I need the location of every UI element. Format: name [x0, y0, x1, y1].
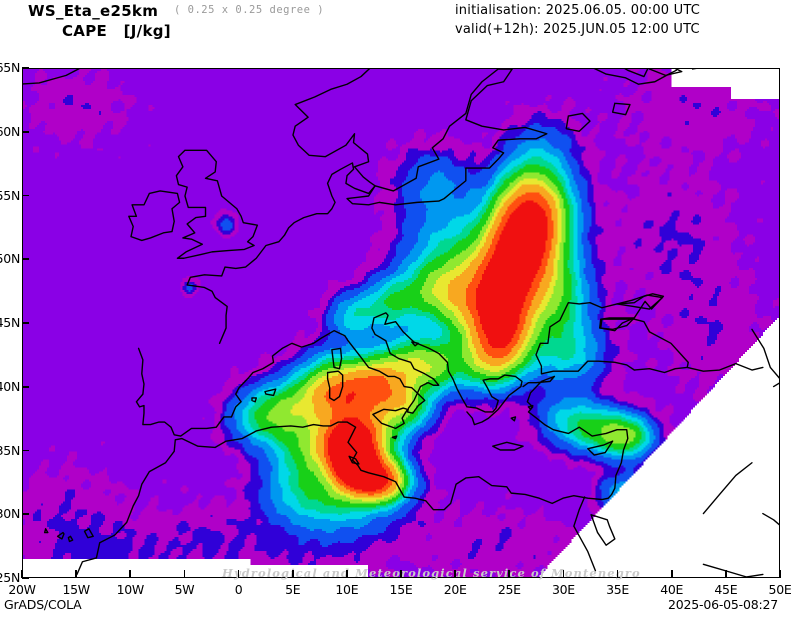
latitude-tick-mark: [22, 194, 29, 197]
latitude-tick-mark: [22, 67, 29, 69]
coastline-path: [83, 528, 94, 539]
initialisation-time: initialisation: 2025.06.05. 00:00 UTC: [455, 3, 700, 18]
coastline-path: [527, 404, 534, 411]
coastline-path: [331, 347, 343, 370]
coastline-path: [346, 69, 548, 206]
latitude-tick-label: 25N: [0, 570, 20, 585]
coastline-path: [565, 112, 591, 132]
longitude-tick-label: 0: [234, 582, 243, 597]
coastline-path: [56, 531, 65, 540]
coastline-path: [686, 362, 764, 372]
longitude-tick-mark: [183, 570, 186, 578]
latitude-tick-mark: [22, 385, 29, 388]
longitude-tick-mark: [562, 570, 565, 578]
coastline-path: [76, 375, 629, 576]
latitude-tick-label: 65N: [0, 60, 20, 75]
longitude-tick-mark: [670, 570, 673, 578]
longitude-tick-label: 25E: [497, 582, 521, 597]
coastline-path: [762, 512, 779, 526]
longitude-tick-label: 10W: [116, 582, 145, 597]
coastline-path: [510, 416, 517, 422]
coastline-path: [535, 293, 689, 375]
longitude-tick-mark: [237, 570, 240, 578]
coastline-path: [616, 294, 664, 310]
longitude-tick-label: 40E: [660, 582, 684, 597]
longitude-tick-mark: [291, 570, 294, 578]
longitude-tick-mark: [400, 570, 402, 578]
longitude-tick-mark: [779, 570, 781, 578]
latitude-tick-label: 60N: [0, 123, 20, 139]
coastline-path: [251, 397, 257, 403]
variable-name: CAPE [J/kg]: [62, 22, 171, 40]
latitude-tick-mark: [22, 258, 29, 261]
latitude-tick-mark: [22, 130, 29, 133]
coastline-path: [751, 328, 779, 388]
longitude-tick-label: 45E: [714, 582, 738, 597]
latitude-tick-mark: [22, 449, 29, 452]
coastline-path: [264, 388, 277, 397]
longitude-tick-mark: [346, 570, 348, 578]
longitude-tick-label: 15E: [389, 582, 413, 597]
longitude-tick-label: 50E: [768, 582, 792, 597]
coastline-path: [702, 462, 753, 515]
coastline-path: [590, 514, 616, 546]
coastline-path: [175, 149, 259, 259]
valid-time: valid(+12h): 2025.JUN.05 12:00 UTC: [455, 22, 700, 37]
coastline-path: [372, 407, 409, 430]
coastline-path: [573, 496, 597, 572]
longitude-tick-mark: [129, 570, 132, 578]
longitude-tick-label: 20E: [443, 582, 467, 597]
coastline-path: [128, 190, 181, 242]
render-timestamp: 2025-06-05-08:27: [668, 597, 778, 612]
coastline-path: [702, 563, 764, 577]
longitude-tick-mark: [75, 570, 77, 578]
coastline-path: [411, 341, 419, 347]
coastline-path: [648, 69, 683, 77]
latitude-tick-label: 30N: [0, 506, 20, 522]
coastline-path: [348, 455, 360, 465]
longitude-tick-mark: [616, 570, 619, 578]
latitude-tick-label: 55N: [0, 187, 20, 203]
coastline-overlay: [23, 69, 779, 577]
model-name: WS_Eta_e25km: [28, 2, 159, 20]
longitude-tick-label: 10E: [335, 582, 359, 597]
coastline-path: [598, 317, 635, 331]
longitude-tick-mark: [508, 570, 511, 578]
longitude-tick-label: 20W: [8, 582, 36, 597]
coastline-path: [492, 441, 524, 451]
coastline-path: [611, 102, 631, 116]
coastline-path: [43, 528, 49, 534]
map-plot-area: [22, 68, 780, 578]
latitude-tick-mark: [22, 577, 29, 579]
coastline-path: [67, 535, 74, 543]
coastline-path: [587, 440, 614, 456]
latitude-tick-mark: [22, 322, 29, 324]
longitude-tick-label: 15W: [62, 582, 90, 597]
latitude-tick-label: 35N: [0, 442, 20, 458]
model-resolution: ( 0.25 x 0.25 degree ): [174, 4, 325, 16]
grads-credit: GrADS/COLA: [4, 597, 82, 612]
coastline-path: [135, 312, 523, 437]
latitude-tick-label: 40N: [0, 378, 20, 394]
latitude-tick-label: 50N: [0, 251, 20, 267]
coastline-path: [326, 370, 344, 402]
longitude-tick-mark: [725, 570, 727, 578]
latitude-tick-mark: [22, 513, 29, 516]
longitude-tick-label: 5W: [174, 582, 195, 597]
longitude-tick-label: 35E: [606, 582, 630, 597]
latitude-tick-label: 45N: [0, 315, 20, 330]
coastline-path: [23, 69, 80, 85]
longitude-tick-mark: [454, 570, 456, 578]
coastline-path: [391, 435, 398, 440]
latitude-axis: [0, 0, 20, 618]
longitude-tick-mark: [21, 570, 23, 578]
longitude-tick-label: 30E: [551, 582, 575, 597]
longitude-tick-label: 5E: [285, 582, 301, 597]
coastline-path: [186, 69, 678, 345]
